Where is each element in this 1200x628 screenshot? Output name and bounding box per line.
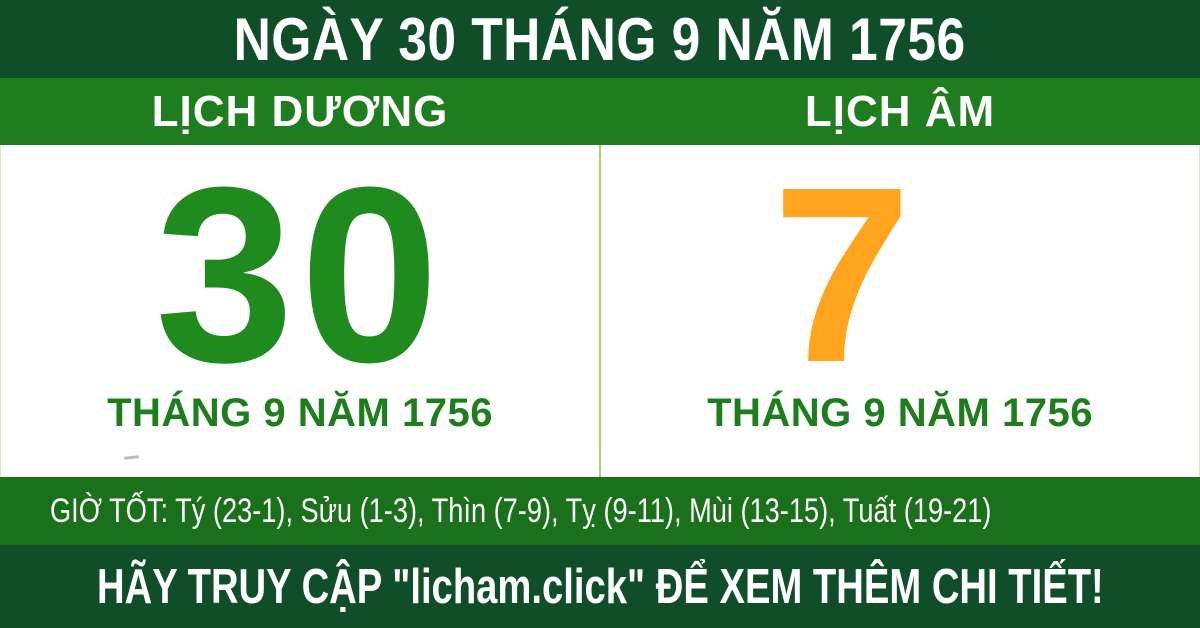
solar-panel: 30 THÁNG 9 NĂM 1756 [1, 145, 599, 477]
lunar-calendar-label: LỊCH ÂM [804, 86, 996, 136]
footer-text: HÃY TRUY CẬP "licham.click" ĐỂ XEM THÊM … [96, 559, 1104, 614]
lunar-month-year: THÁNG 9 NĂM 1756 [707, 391, 1093, 435]
panel-divider [599, 145, 601, 477]
calendar-panels: 30 THÁNG 9 NĂM 1756 7 THÁNG 9 NĂM 1756 [0, 145, 1200, 477]
calendar-column-headers: LỊCH DƯƠNG LỊCH ÂM [0, 78, 1200, 145]
good-hours-label: GIỜ TỐT: [50, 491, 169, 530]
lunar-calendar-header: LỊCH ÂM [600, 78, 1200, 145]
footer-banner: HÃY TRUY CẬP "licham.click" ĐỂ XEM THÊM … [0, 545, 1200, 628]
date-header-title: NGÀY 30 THÁNG 9 NĂM 1756 [234, 5, 966, 73]
solar-calendar-header: LỊCH DƯƠNG [0, 78, 600, 145]
lunar-panel: 7 THÁNG 9 NĂM 1756 [601, 145, 1199, 477]
good-hours-text: GIỜ TỐT: Tý (23-1), Sửu (1-3), Thìn (7-9… [50, 492, 991, 531]
solar-day-number: 30 [154, 135, 446, 414]
solar-month-year: THÁNG 9 NĂM 1756 [107, 391, 493, 435]
date-header: NGÀY 30 THÁNG 9 NĂM 1756 [0, 0, 1200, 78]
good-hours-bar: GIỜ TỐT: Tý (23-1), Sửu (1-3), Thìn (7-9… [0, 477, 1200, 545]
good-hours-list: Tý (23-1), Sửu (1-3), Thìn (7-9), Tỵ (9-… [175, 491, 992, 530]
solar-calendar-label: LỊCH DƯƠNG [151, 86, 449, 136]
lunar-day-number: 7 [772, 135, 918, 414]
